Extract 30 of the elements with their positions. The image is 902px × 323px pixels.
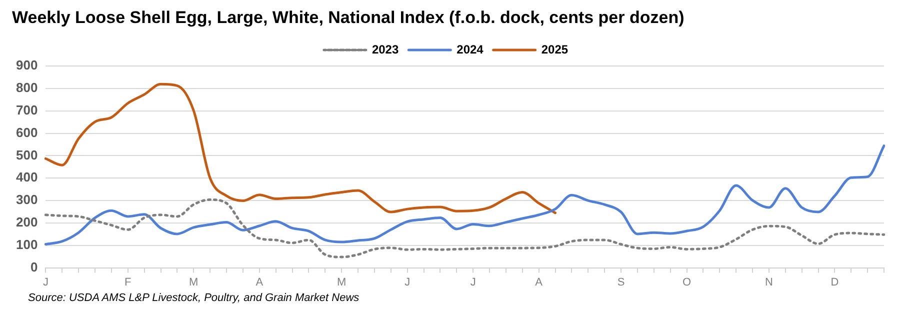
- x-tick-label: M: [189, 276, 198, 288]
- y-tick-label: 900: [16, 58, 38, 73]
- x-tick-label: J: [404, 276, 410, 288]
- y-tick-label: 200: [16, 214, 38, 230]
- x-tick-label: F: [124, 276, 132, 288]
- y-tick-label: 800: [16, 80, 38, 95]
- y-tick-label: 0: [30, 259, 38, 274]
- x-tick-label: S: [617, 276, 625, 288]
- x-tick-label: A: [535, 276, 544, 288]
- y-tick-label: 400: [16, 170, 38, 185]
- chart-title: Weekly Loose Shell Egg, Large, White, National Index (f.o.b. dock, cents per dozen): [12, 8, 686, 28]
- line-series: [44, 82, 556, 214]
- y-tick-label: 100: [16, 236, 38, 252]
- x-tick-label: D: [830, 276, 839, 288]
- x-tick-label: J: [470, 276, 476, 288]
- x-tick-label: A: [256, 276, 264, 288]
- x-tick-label: M: [336, 276, 346, 288]
- x-tick-label: N: [764, 276, 773, 288]
- line-series: [44, 198, 886, 258]
- y-tick-label: 300: [16, 192, 38, 208]
- legend-label: 2024: [456, 42, 484, 56]
- y-tick-label: 600: [16, 124, 38, 140]
- x-tick-label: O: [682, 276, 692, 288]
- line-series: [44, 144, 886, 246]
- y-tick-label: 500: [16, 147, 38, 162]
- x-tick-label: J: [42, 276, 48, 288]
- source-note: Source: USDA AMS L&P Livestock, Poultry, and Grain Market News: [28, 292, 360, 304]
- legend-label: 2023: [372, 42, 399, 56]
- legend-label: 2025: [541, 42, 568, 56]
- y-tick-label: 700: [16, 102, 38, 118]
